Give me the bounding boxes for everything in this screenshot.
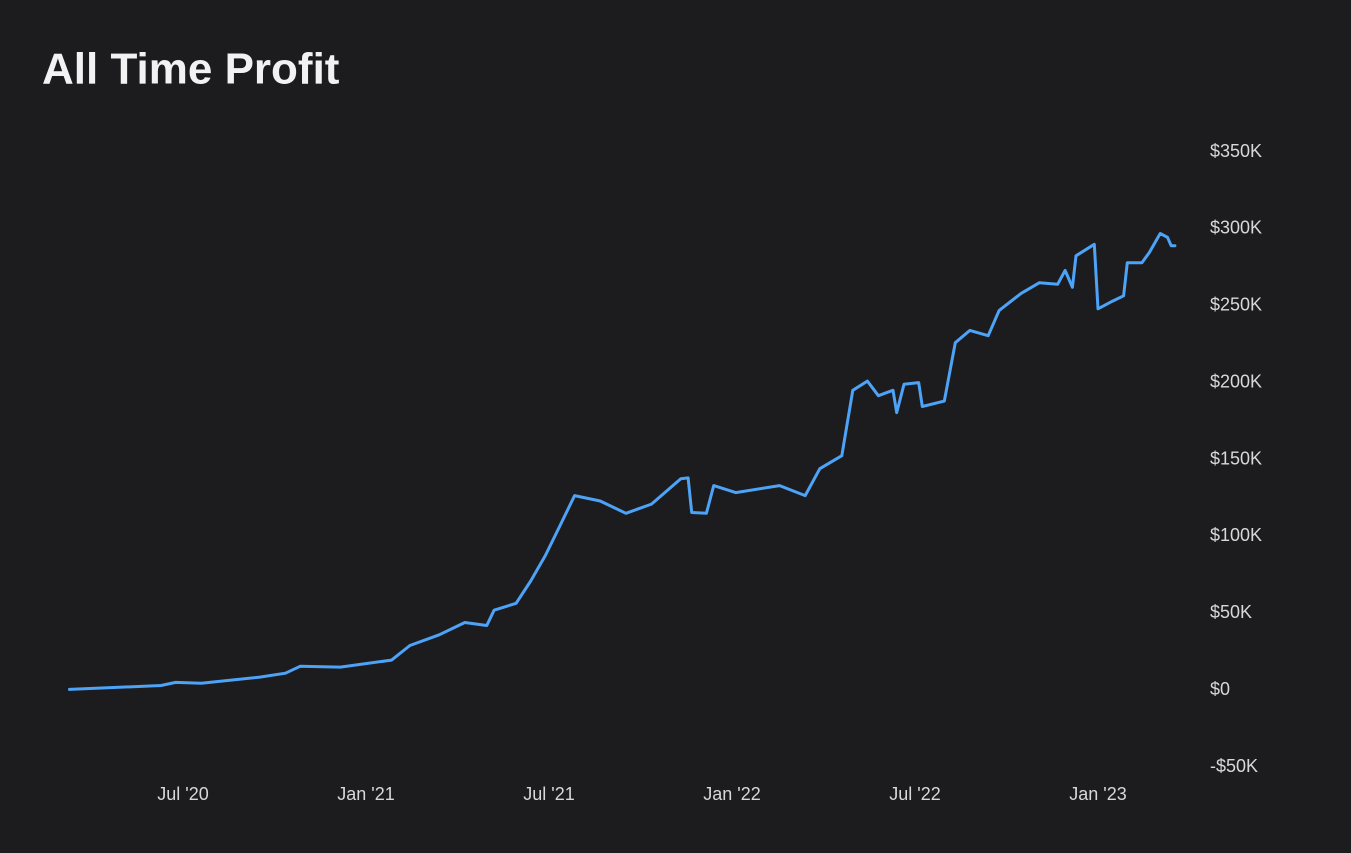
y-tick-label: $350K: [1210, 141, 1262, 161]
y-tick-label: $150K: [1210, 448, 1262, 468]
y-tick-label: -$50K: [1210, 756, 1258, 776]
y-tick-label: $300K: [1210, 218, 1262, 238]
x-tick-label: Jan '23: [1069, 784, 1126, 804]
y-tick-label: $0: [1210, 679, 1230, 699]
x-tick-label: Jul '22: [889, 784, 940, 804]
y-tick-label: $200K: [1210, 371, 1262, 391]
x-tick-label: Jul '21: [523, 784, 574, 804]
y-tick-label: $100K: [1210, 525, 1262, 545]
x-tick-label: Jan '22: [703, 784, 760, 804]
y-tick-label: $250K: [1210, 295, 1262, 315]
chart-title: All Time Profit: [42, 45, 340, 94]
profit-line: [68, 232, 1177, 691]
y-tick-label: $50K: [1210, 602, 1252, 622]
x-tick-label: Jan '21: [337, 784, 394, 804]
x-tick-label: Jul '20: [157, 784, 208, 804]
